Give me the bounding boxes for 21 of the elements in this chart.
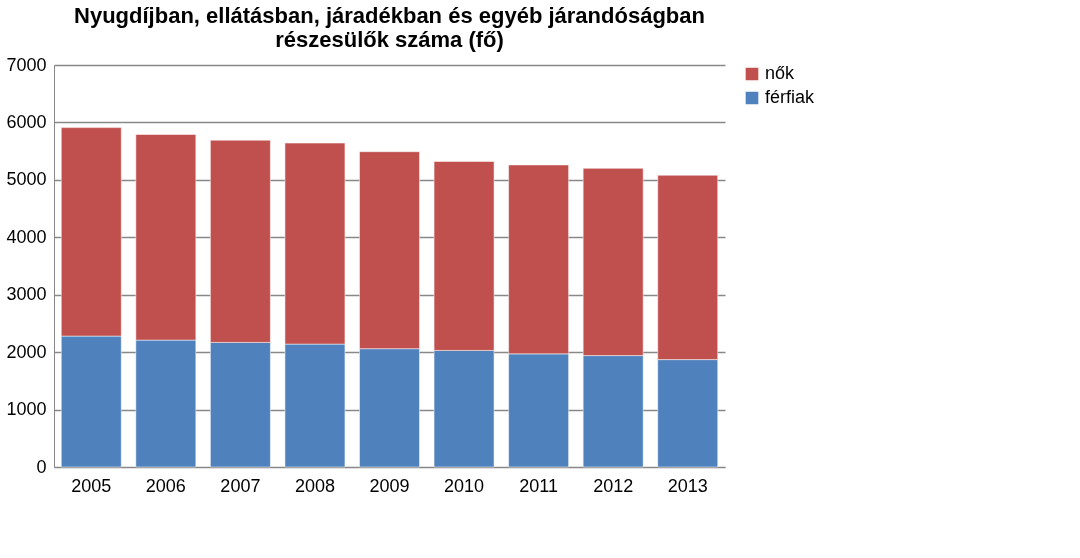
y-tick-label: 3000 — [6, 284, 47, 305]
x-tick-label: 2009 — [369, 475, 410, 496]
x-tick-label: 2010 — [444, 475, 485, 496]
x-tick-label: 2013 — [667, 475, 708, 496]
x-tick-label: 2011 — [519, 475, 558, 496]
y-tick-label: 0 — [36, 456, 47, 477]
y-tick-label: 4000 — [6, 226, 47, 247]
y-tick-label: 5000 — [6, 169, 47, 190]
text: Nyugdíjban, ellátásban, járadékban és egyéb járandóságban — [74, 3, 705, 28]
x-tick-label: 2008 — [294, 475, 335, 496]
y-tick-label: 6000 — [6, 111, 47, 132]
x-tick-label: 2012 — [593, 475, 634, 496]
x-tick-label: 2005 — [71, 475, 112, 496]
y-tick-label: 7000 — [6, 54, 47, 75]
x-tick-label: 2007 — [220, 475, 261, 496]
legend-label: férfiak — [765, 87, 816, 107]
legend-label: nők — [765, 63, 796, 83]
y-tick-label: 2000 — [6, 341, 47, 362]
text: részesülők száma (fő) — [275, 27, 504, 52]
y-tick-label: 1000 — [6, 399, 47, 420]
x-tick-label: 2006 — [145, 475, 186, 496]
